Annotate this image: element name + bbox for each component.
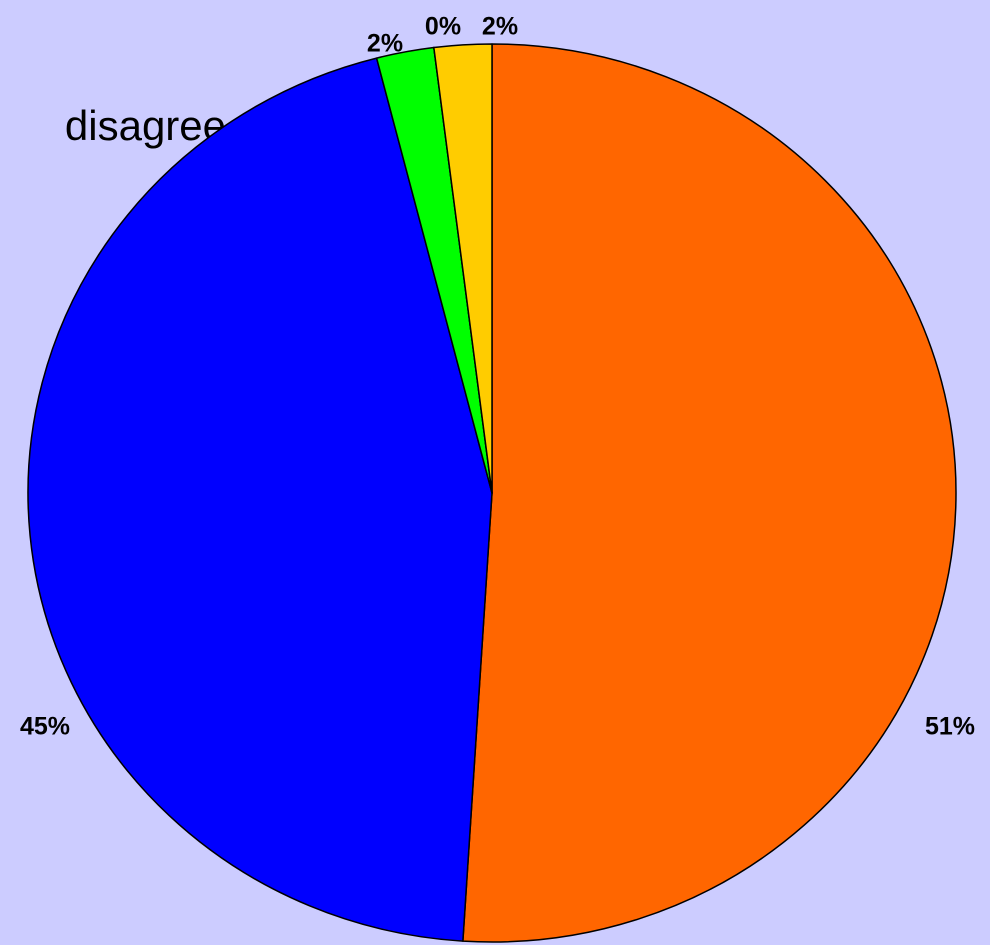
data-label: 2% <box>367 30 403 58</box>
data-label: 0% <box>425 13 461 41</box>
annotation: disagree <box>65 102 226 149</box>
pie-slice <box>433 43 493 494</box>
data-label: 2% <box>482 13 518 41</box>
pie-slice <box>462 43 957 943</box>
data-label: 51% <box>925 713 975 741</box>
pie-slice <box>27 57 493 942</box>
data-label: 45% <box>20 713 70 741</box>
